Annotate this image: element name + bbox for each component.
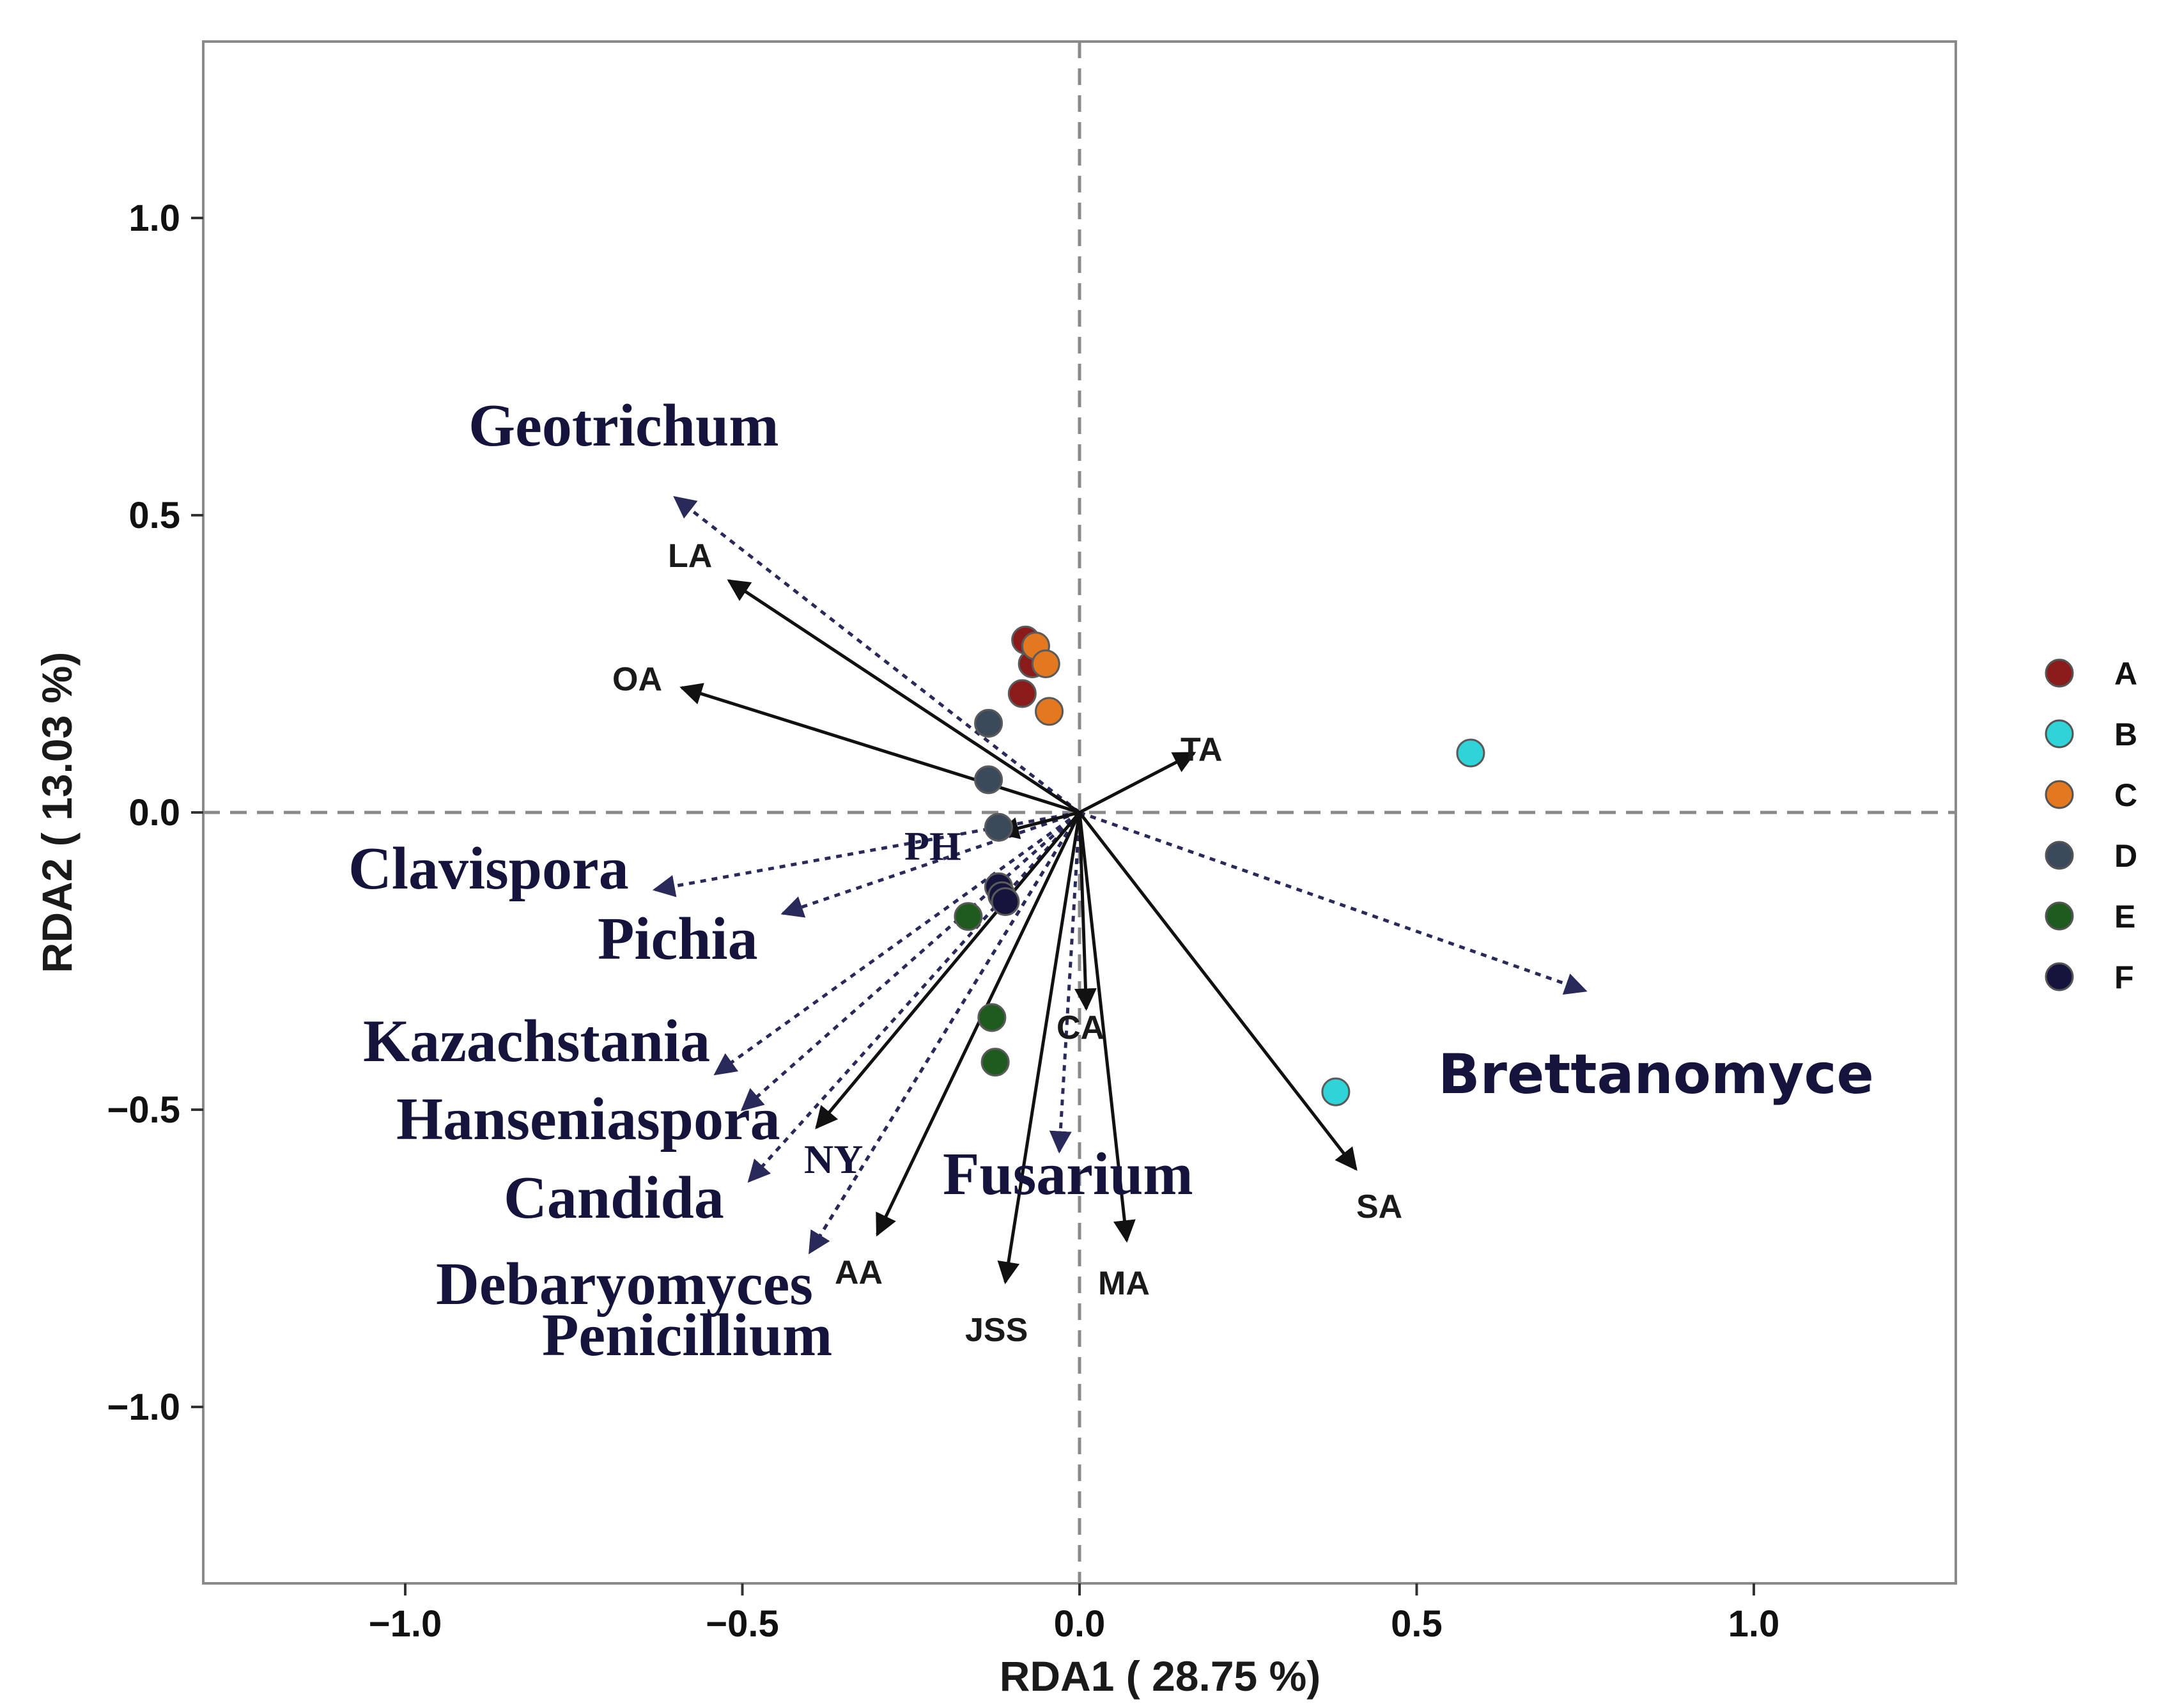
point-group-b [1456, 738, 1485, 768]
legend-label-a: A [2114, 656, 2137, 692]
y-tick-label: −1.0 [107, 1386, 181, 1428]
point-group-d [974, 765, 1003, 795]
species-label-pichia: Pichia [598, 906, 758, 972]
env-label-ma: MA [1098, 1265, 1150, 1302]
species-label-geotrichum: Geotrichum [468, 392, 779, 459]
legend-label-c: C [2114, 777, 2137, 813]
y-tick-label: −0.5 [107, 1089, 181, 1131]
species-arrow-geotrichum [673, 495, 1081, 814]
env-arrow-oa [679, 683, 1080, 814]
point-group-e [954, 902, 983, 931]
x-tick-label: −1.0 [369, 1603, 442, 1645]
env-label-aa: AA [835, 1254, 883, 1291]
env-label-ta: TA [1181, 731, 1222, 768]
x-tick-label: 0.5 [1391, 1603, 1443, 1645]
species-arrow-candida [747, 811, 1081, 1183]
species-label-brettanomyce: Brettanomyce [1438, 1043, 1874, 1106]
x-axis-title: RDA1 ( 28.75 %) [1000, 1652, 1321, 1700]
env-label-ny: NY [804, 1137, 863, 1182]
species-label-fusarium: Fusarium [943, 1141, 1193, 1207]
env-arrow-la [727, 579, 1081, 814]
species-arrow-brettanomyce [1079, 811, 1588, 995]
point-group-c [1035, 697, 1064, 726]
point-group-a [1007, 679, 1037, 708]
point-group-c [1031, 649, 1060, 678]
env-label-ph: PH [904, 823, 961, 869]
env-arrow-jss [997, 812, 1081, 1285]
point-group-e [980, 1048, 1010, 1077]
env-arrow-ta [1078, 751, 1196, 814]
legend-label-f: F [2114, 959, 2134, 995]
y-axis-ticks: 1.0 0.5 0.0 −0.5 −1.0 [107, 198, 203, 1428]
point-group-d [974, 709, 1003, 738]
legend-label-e: E [2114, 899, 2135, 935]
species-arrow-penicillium [808, 811, 1081, 1255]
legend-label-b: B [2114, 717, 2137, 752]
y-tick-label: 1.0 [128, 198, 180, 239]
environment-vectors [679, 579, 1358, 1285]
legend-swatch-f [2045, 962, 2074, 991]
env-arrow-ny [815, 811, 1081, 1130]
y-tick-label: 0.5 [128, 495, 180, 536]
env-arrow-aa [876, 811, 1081, 1237]
y-axis-title: RDA2 ( 13.03 %) [33, 652, 81, 974]
species-label-hanseniaspora: Hanseniaspora [396, 1086, 780, 1153]
legend: A B C D E F [2045, 656, 2137, 995]
env-arrow-sa [1078, 811, 1358, 1171]
legend-swatch-d [2045, 841, 2074, 870]
species-label-clavispora: Clavispora [348, 835, 629, 902]
species-arrow-kazachstania [713, 811, 1081, 1076]
x-tick-label: 0.0 [1054, 1603, 1106, 1645]
point-group-b [1321, 1077, 1351, 1106]
point-group-f [991, 887, 1020, 916]
env-label-ca: CA [1057, 1009, 1104, 1046]
legend-swatch-e [2045, 901, 2074, 931]
point-group-d [984, 812, 1013, 842]
legend-swatch-a [2045, 658, 2074, 688]
sample-points [954, 625, 1485, 1106]
legend-label-d: D [2114, 838, 2137, 874]
x-tick-label: 1.0 [1728, 1603, 1780, 1645]
env-label-la: LA [668, 538, 712, 575]
env-label-sa: SA [1356, 1188, 1402, 1225]
x-tick-label: −0.5 [706, 1603, 779, 1645]
y-tick-label: 0.0 [128, 792, 180, 834]
species-label-penicillium: Penicillium [542, 1302, 832, 1369]
point-group-e [977, 1003, 1007, 1032]
legend-swatch-c [2045, 780, 2074, 809]
env-label-oa: OA [612, 661, 662, 698]
species-label-candida: Candida [504, 1165, 724, 1231]
env-arrow-ca [1074, 812, 1097, 1011]
legend-swatch-b [2045, 719, 2074, 749]
env-label-jss: JSS [965, 1312, 1028, 1349]
x-axis-ticks: −1.0 −0.5 0.0 0.5 1.0 [369, 1583, 1780, 1645]
species-label-debaryomyces: Debaryomyces [436, 1251, 813, 1317]
species-label-kazachstania: Kazachstania [363, 1008, 710, 1075]
env-arrow-ma [1078, 812, 1136, 1243]
